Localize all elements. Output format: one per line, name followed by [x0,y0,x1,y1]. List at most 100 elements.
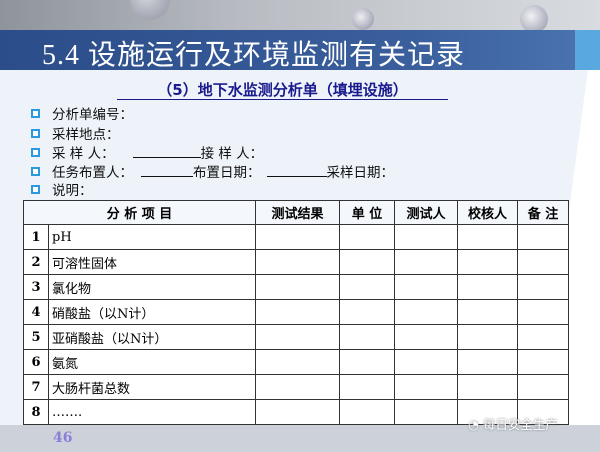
cell-unit[interactable] [339,274,395,300]
cell-checker[interactable] [457,224,518,250]
cell-unit[interactable] [339,374,395,400]
row-item: 亚硝酸盐（以N计） [48,324,256,350]
cell-result[interactable] [255,349,340,375]
header-checker: 校核人 [457,200,518,225]
row-item: pH [48,224,256,250]
header-result: 测试结果 [255,200,340,225]
title-band [0,30,585,70]
header-decoration [0,0,600,32]
row-item: ……. [48,399,256,425]
table-row: 4 硝酸盐（以N计） [23,299,569,325]
cell-tester[interactable] [394,349,458,375]
cell-checker[interactable] [457,274,518,300]
cell-checker[interactable] [457,299,518,325]
table-row: 6 氨氮 [23,349,569,375]
row-number: 6 [23,349,49,375]
cell-remarks[interactable] [517,299,569,325]
cell-checker[interactable] [457,374,518,400]
cell-tester[interactable] [394,274,458,300]
cell-unit[interactable] [339,349,395,375]
field-label: 任务布置人： [52,165,133,181]
row-number: 7 [23,374,49,400]
field-label: 分析单编号： [52,107,133,123]
footer-band [0,425,600,452]
bullet-square-icon [31,147,40,157]
cell-result[interactable] [255,399,340,425]
cell-tester[interactable] [394,399,458,425]
field-notes: 说明： [31,180,93,199]
cell-tester[interactable] [394,249,458,275]
bubble-decoration [352,8,374,30]
bullet-square-icon [31,108,40,118]
cell-checker[interactable] [457,249,518,275]
watermark-text: 每日安全生产 [482,417,558,432]
page-number: 46 [53,430,73,446]
field-label: 说明： [52,183,93,199]
cell-remarks[interactable] [517,324,569,350]
row-item: 大肠杆菌总数 [48,374,256,400]
cell-remarks[interactable] [517,374,569,400]
cell-tester[interactable] [394,299,458,325]
blank-line [132,146,201,158]
table-row: 5 亚硝酸盐（以N计） [23,324,569,350]
cell-tester[interactable] [394,374,458,400]
field-label: 接 样 人： [200,146,264,162]
cell-remarks[interactable] [517,349,569,375]
table-row: 2 可溶性固体 [23,249,569,275]
header-tester: 测试人 [394,200,458,225]
table-row: 8……. [23,399,569,425]
field-label: 采样日期： [326,165,395,181]
cell-result[interactable] [255,374,340,400]
field-analysis-number: 分析单编号： [31,104,133,123]
header-remarks: 备 注 [517,200,569,225]
cell-remarks[interactable] [517,274,569,300]
cell-remarks[interactable] [517,399,569,425]
slide-title: 5.4 设施运行及环境监测有关记录 [42,40,466,71]
cell-checker[interactable] [457,324,518,350]
cell-result[interactable] [255,249,340,275]
table-row: 3 氯化物 [23,274,569,300]
row-item: 氨氮 [48,349,256,375]
title-band-edge [575,30,600,70]
cell-tester[interactable] [394,324,458,350]
cell-unit[interactable] [339,224,395,250]
row-number: 5 [23,324,49,350]
row-number: 4 [23,299,49,325]
row-number: 1 [23,224,49,250]
bubble-decoration [520,5,548,33]
cell-checker[interactable] [457,349,518,375]
cell-remarks[interactable] [517,249,569,275]
blank-line [266,165,327,177]
row-item: 可溶性固体 [48,249,256,275]
cell-result[interactable] [255,224,340,250]
cell-unit[interactable] [339,399,395,425]
field-label: 布置日期： [193,165,261,181]
bullet-square-icon [31,184,40,194]
cell-unit[interactable] [339,299,395,325]
cell-unit[interactable] [339,249,395,275]
cell-unit[interactable] [339,324,395,350]
field-label: 采 样 人： [52,146,115,162]
cell-checker[interactable] [457,399,518,425]
row-number: 8 [23,399,49,425]
watermark: ◔ 每日安全生产 [468,417,558,432]
cell-result[interactable] [255,324,340,350]
field-sampler: 采 样 人： 接 样 人： [31,143,264,162]
cell-tester[interactable] [394,224,458,250]
table-row: 7 大肠杆菌总数 [23,374,569,400]
bullet-square-icon [31,166,40,176]
row-item: 氯化物 [48,274,256,300]
cell-result[interactable] [255,274,340,300]
header-item: 分 析 项 目 [23,200,256,225]
form-title: （5）地下水监测分析单（填埋设施） [117,81,448,100]
row-number: 3 [23,274,49,300]
row-number: 2 [23,249,49,275]
cell-result[interactable] [255,299,340,325]
bullet-square-icon [31,128,40,138]
field-label: 采样地点： [52,127,120,143]
blank-line [141,165,193,177]
bubble-decoration [130,0,170,20]
header-unit: 单 位 [339,200,395,225]
field-task-assigner: 任务布置人： 布置日期： 采样日期： [31,162,395,181]
cell-remarks[interactable] [517,224,569,250]
